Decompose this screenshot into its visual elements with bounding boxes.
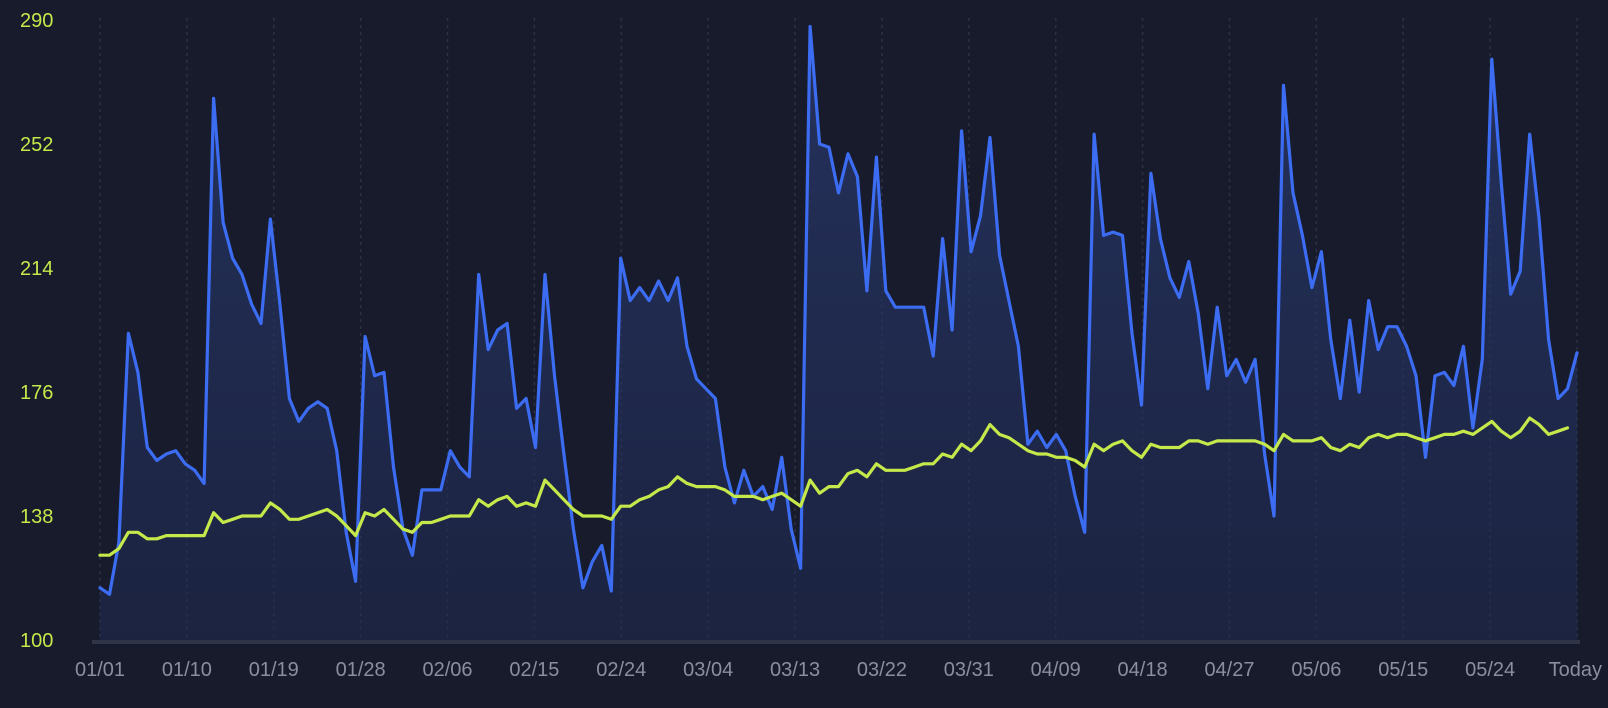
x-tick-label: 02/15	[509, 659, 559, 681]
x-tick-label: 03/13	[770, 659, 820, 681]
y-tick-label: 100	[20, 630, 53, 652]
x-axis-ticks: 01/01 01/10 01/19 01/28 02/06 02/15 02/24 03/04…	[75, 659, 1602, 681]
series-lines	[98, 24, 1579, 596]
series-1-line	[98, 24, 1579, 596]
x-tick-label: 01/01	[75, 659, 125, 681]
x-tick-label: 03/22	[857, 659, 907, 681]
y-tick-label: 252	[20, 134, 53, 156]
series-2-line	[98, 416, 1570, 557]
series-1-area	[100, 26, 1577, 640]
x-tick-label: 01/19	[249, 659, 299, 681]
x-tick-label: 03/31	[944, 659, 994, 681]
x-tick-label: 03/04	[683, 659, 733, 681]
x-tick-label: 02/24	[596, 659, 646, 681]
x-tick-label: 02/06	[422, 659, 472, 681]
x-tick-label: 04/09	[1031, 659, 1081, 681]
y-axis-ticks: 290 252 214 176 138 100	[20, 10, 53, 652]
x-tick-label: 01/28	[336, 659, 386, 681]
y-tick-label: 214	[20, 258, 53, 280]
x-tick-label: 05/15	[1378, 659, 1428, 681]
x-tick-label: 05/06	[1291, 659, 1341, 681]
y-tick-label: 290	[20, 10, 53, 32]
y-tick-label: 176	[20, 382, 53, 404]
x-tick-label: Today	[1549, 659, 1602, 681]
series-areas	[100, 26, 1577, 640]
x-tick-label: 05/24	[1465, 659, 1515, 681]
y-tick-label: 138	[20, 506, 53, 528]
x-tick-label: 04/27	[1204, 659, 1254, 681]
x-tick-label: 01/10	[162, 659, 212, 681]
x-tick-label: 04/18	[1118, 659, 1168, 681]
